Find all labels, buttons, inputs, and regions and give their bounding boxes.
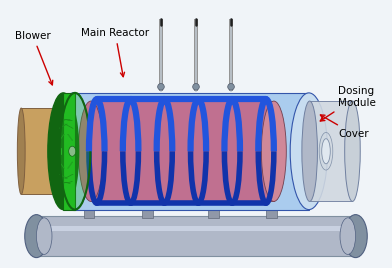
Ellipse shape [17,108,25,194]
Text: Blower: Blower [15,31,53,85]
Ellipse shape [208,195,219,201]
FancyBboxPatch shape [33,216,359,256]
Ellipse shape [267,195,278,201]
Text: Main Reactor: Main Reactor [81,28,149,77]
Polygon shape [59,162,64,168]
FancyBboxPatch shape [142,195,153,218]
Ellipse shape [344,215,367,258]
Polygon shape [61,148,62,155]
Text: Cover: Cover [320,115,369,139]
Polygon shape [70,148,71,155]
Ellipse shape [261,101,286,202]
Polygon shape [67,162,73,168]
Polygon shape [60,182,71,183]
Ellipse shape [59,108,67,194]
Ellipse shape [345,101,360,202]
Ellipse shape [290,93,328,210]
Polygon shape [64,124,73,128]
Ellipse shape [158,83,164,90]
Polygon shape [64,174,73,178]
Ellipse shape [48,93,79,210]
Polygon shape [62,119,73,121]
Polygon shape [59,134,64,140]
Ellipse shape [340,218,356,254]
Ellipse shape [322,139,330,164]
Ellipse shape [83,195,94,201]
FancyBboxPatch shape [21,108,63,194]
Ellipse shape [55,93,92,210]
Polygon shape [67,134,73,140]
FancyBboxPatch shape [91,101,274,202]
FancyBboxPatch shape [83,195,94,218]
FancyBboxPatch shape [267,195,278,218]
Ellipse shape [142,195,153,201]
Polygon shape [59,174,67,178]
Ellipse shape [36,218,52,254]
FancyBboxPatch shape [33,226,359,231]
FancyBboxPatch shape [63,93,75,210]
Ellipse shape [193,83,199,90]
Polygon shape [62,182,73,183]
Ellipse shape [228,83,234,90]
FancyBboxPatch shape [310,101,352,202]
Ellipse shape [302,101,318,202]
Polygon shape [60,119,71,121]
Text: Dosing
Module: Dosing Module [320,86,376,121]
Polygon shape [59,124,67,128]
Ellipse shape [25,215,48,258]
FancyBboxPatch shape [73,93,309,210]
FancyBboxPatch shape [208,195,219,218]
Ellipse shape [60,93,91,210]
Ellipse shape [69,146,76,156]
Ellipse shape [78,101,103,202]
